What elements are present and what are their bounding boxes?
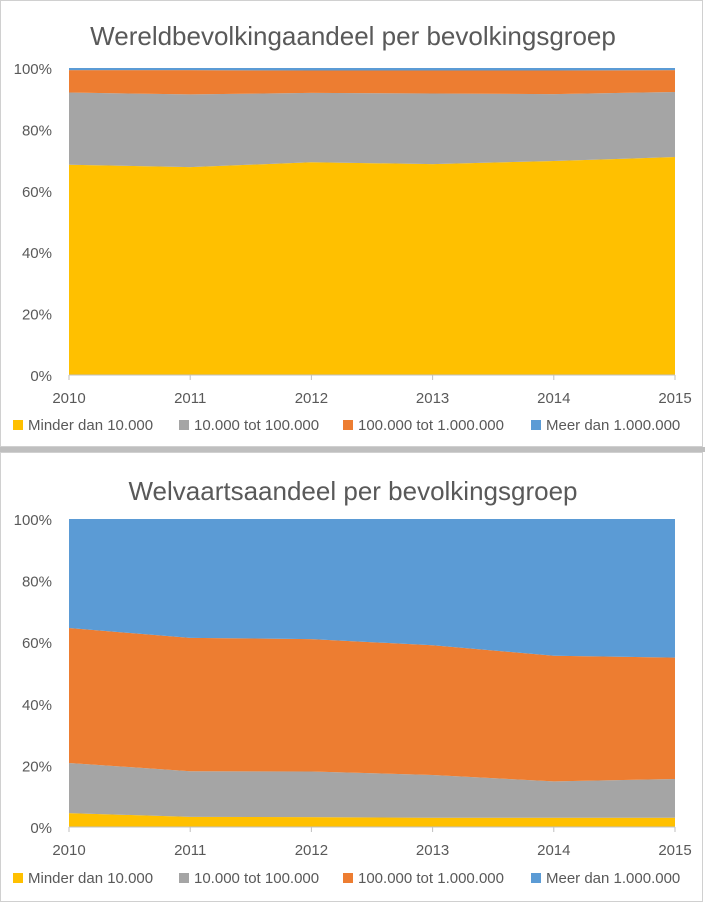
y-tick-label: 0% — [30, 368, 52, 385]
legend-label-10-000-tot-100-000: 10.000 tot 100.000 — [194, 417, 319, 434]
x-tick-label: 2012 — [295, 842, 328, 859]
legend-label-10-000-tot-100-000: 10.000 tot 100.000 — [194, 870, 319, 887]
legend-label-meer-dan-1-000-000: Meer dan 1.000.000 — [546, 417, 680, 434]
prosperity-chart-panel: Welvaartsaandeel per bevolkingsgroep 0% 20… — [0, 452, 703, 902]
area-meer-dan-1-000-000 — [69, 519, 675, 658]
x-tick-label: 2012 — [295, 390, 328, 407]
area-meer-dan-1-000-000 — [69, 68, 675, 71]
x-tick-label: 2011 — [174, 842, 206, 859]
area-10-000-tot-100-000 — [69, 762, 675, 818]
prosperity-share-chart: Welvaartsaandeel per bevolkingsgroep0%20… — [13, 476, 692, 887]
y-tick-label: 80% — [22, 574, 52, 591]
x-tick-label: 2013 — [416, 842, 449, 859]
x-tick-label: 2014 — [537, 390, 570, 407]
y-tick-label: 40% — [22, 697, 52, 714]
legend-swatch-meer-dan-1-000-000 — [531, 873, 541, 883]
x-tick-label: 2015 — [658, 842, 691, 859]
area-series-group — [69, 68, 675, 375]
legend-label-meer-dan-1-000-000: Meer dan 1.000.000 — [546, 870, 680, 887]
legend-swatch-meer-dan-1-000-000 — [531, 420, 541, 430]
legend-swatch-100-000-tot-1-000-000 — [343, 873, 353, 883]
legend-swatch-minder-dan-10-000 — [13, 873, 23, 883]
y-tick-label: 0% — [30, 820, 52, 837]
area-minder-dan-10-000 — [69, 813, 675, 827]
y-tick-label: 20% — [22, 758, 52, 775]
area-100-000-tot-1-000-000 — [69, 628, 675, 782]
y-tick-label: 60% — [22, 635, 52, 652]
population-share-chart: Wereldbevolkingaandeel per bevolkingsgro… — [13, 21, 692, 434]
legend-swatch-100-000-tot-1-000-000 — [343, 420, 353, 430]
legend-swatch-10-000-tot-100-000 — [179, 420, 189, 430]
chart-title: Wereldbevolkingaandeel per bevolkingsgro… — [90, 21, 616, 51]
y-tick-label: 40% — [22, 245, 52, 262]
x-tick-label: 2015 — [658, 390, 691, 407]
x-tick-label: 2010 — [52, 842, 85, 859]
panel-divider — [0, 447, 705, 452]
y-tick-label: 100% — [14, 61, 52, 78]
area-series-group — [69, 519, 675, 827]
area-10-000-tot-100-000 — [69, 91, 675, 168]
x-tick-label: 2011 — [174, 390, 206, 407]
legend: Minder dan 10.000 10.000 tot 100.000 100.0… — [13, 870, 680, 887]
legend-label-minder-dan-10-000: Minder dan 10.000 — [28, 870, 153, 887]
legend-swatch-minder-dan-10-000 — [13, 420, 23, 430]
y-tick-label: 60% — [22, 184, 52, 201]
legend-label-100-000-tot-1-000-000: 100.000 tot 1.000.000 — [358, 417, 504, 434]
area-100-000-tot-1-000-000 — [69, 70, 675, 95]
x-tick-label: 2010 — [52, 390, 85, 407]
legend-swatch-10-000-tot-100-000 — [179, 873, 189, 883]
area-minder-dan-10-000 — [69, 157, 675, 375]
y-tick-label: 100% — [14, 512, 52, 529]
x-tick-label: 2014 — [537, 842, 570, 859]
legend-label-minder-dan-10-000: Minder dan 10.000 — [28, 417, 153, 434]
legend-label-100-000-tot-1-000-000: 100.000 tot 1.000.000 — [358, 870, 504, 887]
population-chart-panel: Wereldbevolkingaandeel per bevolkingsgro… — [0, 0, 703, 447]
y-tick-label: 20% — [22, 307, 52, 324]
chart-title: Welvaartsaandeel per bevolkingsgroep — [128, 476, 577, 506]
legend: Minder dan 10.000 10.000 tot 100.000 100.0… — [13, 417, 680, 434]
y-tick-label: 80% — [22, 122, 52, 139]
x-tick-label: 2013 — [416, 390, 449, 407]
